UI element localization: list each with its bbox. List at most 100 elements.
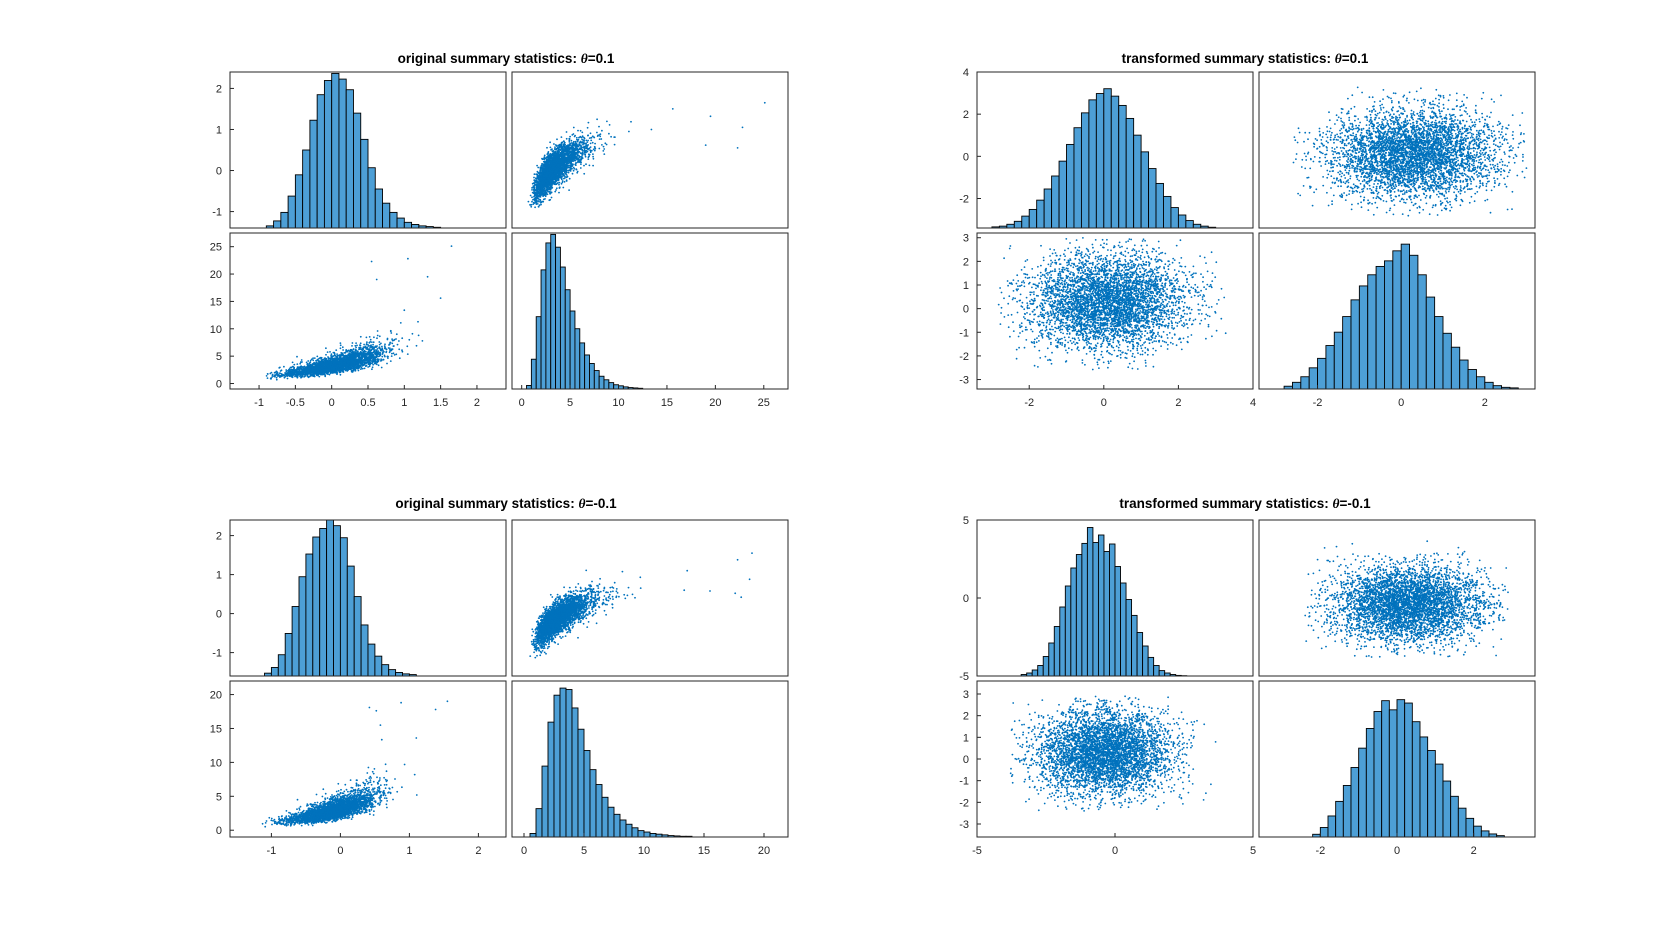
scatter-point bbox=[565, 149, 568, 151]
scatter-point bbox=[538, 172, 541, 175]
scatter-point bbox=[401, 337, 404, 340]
scatter-point bbox=[558, 191, 560, 194]
scatter-point bbox=[583, 146, 586, 149]
scatter-point bbox=[538, 175, 541, 178]
scatter-point bbox=[590, 149, 593, 152]
scatter-point bbox=[547, 161, 550, 164]
scatter-point bbox=[559, 154, 562, 156]
scatter-point bbox=[554, 167, 556, 170]
scatter-point bbox=[401, 350, 404, 353]
scatter-point bbox=[535, 196, 537, 199]
scatter-point bbox=[270, 377, 272, 380]
scatter-point bbox=[540, 179, 543, 182]
scatter-point bbox=[581, 131, 584, 134]
scatter-point bbox=[557, 171, 560, 174]
scatter-point bbox=[554, 153, 557, 155]
scatter-point bbox=[549, 170, 552, 173]
scatter-point bbox=[552, 166, 554, 169]
scatter-point bbox=[378, 335, 381, 338]
scatter-point bbox=[265, 375, 268, 377]
scatter-point bbox=[552, 162, 555, 165]
scatter-point bbox=[545, 192, 548, 195]
scatter-point bbox=[578, 156, 581, 159]
scatter-point bbox=[535, 187, 538, 190]
scatter-point bbox=[565, 131, 568, 133]
scatter-point bbox=[312, 357, 314, 359]
scatter-point bbox=[561, 153, 564, 156]
scatter-point bbox=[575, 136, 578, 139]
scatter-point bbox=[550, 196, 553, 199]
hist-bar bbox=[389, 211, 398, 229]
scatter-point bbox=[541, 158, 544, 161]
scatter-point bbox=[558, 145, 561, 147]
y-tick-label: 0 bbox=[216, 166, 222, 178]
scatter-point bbox=[563, 155, 566, 158]
hist-bar bbox=[353, 112, 362, 229]
scatter-point bbox=[365, 336, 368, 339]
hist-bar bbox=[309, 119, 318, 229]
scatter-point bbox=[555, 158, 558, 161]
scatter-point bbox=[553, 151, 556, 154]
scatter-point bbox=[388, 343, 391, 346]
scatter-point bbox=[572, 169, 575, 172]
scatter-point bbox=[553, 158, 556, 161]
scatter-point bbox=[371, 366, 374, 369]
scatter-point bbox=[586, 144, 589, 147]
scatter-point bbox=[355, 342, 357, 344]
scatter-point bbox=[531, 196, 533, 199]
scatter-point bbox=[551, 174, 554, 177]
scatter-point bbox=[602, 145, 605, 148]
scatter-point bbox=[578, 136, 580, 139]
scatter-point bbox=[321, 358, 324, 361]
scatter-point bbox=[527, 200, 530, 203]
scatter-point bbox=[587, 148, 590, 150]
scatter-point bbox=[572, 146, 574, 149]
scatter-point bbox=[398, 348, 401, 351]
scatter-point bbox=[568, 189, 570, 192]
scatter-point bbox=[579, 167, 582, 169]
scatter-point bbox=[533, 186, 536, 189]
hist-bar bbox=[403, 221, 413, 229]
y-tick-label: 1 bbox=[216, 124, 222, 136]
scatter-point bbox=[530, 205, 533, 208]
scatter-point bbox=[539, 198, 542, 201]
scatter-point bbox=[329, 351, 331, 353]
scatter-point bbox=[552, 168, 555, 171]
scatter-point bbox=[574, 156, 577, 159]
scatter-point bbox=[709, 115, 712, 118]
scatter-point bbox=[555, 165, 558, 168]
scatter-point bbox=[339, 344, 342, 347]
scatter-point bbox=[561, 160, 563, 163]
scatter-point bbox=[584, 155, 587, 158]
scatter-point bbox=[592, 157, 595, 160]
scatter-point bbox=[537, 197, 539, 200]
scatter-point bbox=[548, 171, 550, 174]
hist-bar bbox=[360, 138, 369, 229]
scatter-point bbox=[592, 153, 594, 156]
scatter-point bbox=[307, 360, 310, 362]
scatter-point bbox=[540, 184, 543, 187]
y-tick-label: 2 bbox=[216, 83, 222, 95]
scatter-point bbox=[531, 191, 534, 194]
scatter-point bbox=[569, 135, 571, 138]
scatter-point bbox=[330, 353, 333, 356]
scatter-point bbox=[575, 162, 577, 165]
scatter-point bbox=[593, 136, 596, 139]
scatter-point bbox=[576, 157, 578, 160]
scatter-point bbox=[554, 190, 557, 193]
scatter-point bbox=[546, 188, 549, 191]
scatter-point bbox=[577, 129, 579, 132]
scatter-point bbox=[535, 173, 538, 176]
scatter-point bbox=[551, 185, 553, 187]
scatter-point bbox=[543, 182, 545, 185]
scatter-point bbox=[571, 172, 574, 175]
scatter-point bbox=[559, 159, 561, 162]
scatter-point bbox=[370, 341, 373, 343]
scatter-point bbox=[583, 164, 585, 167]
scatter-point bbox=[548, 168, 551, 171]
scatter-point bbox=[565, 167, 568, 170]
scatter-point bbox=[557, 159, 560, 162]
scatter-point bbox=[593, 145, 596, 148]
y-tick-label: -1 bbox=[212, 207, 222, 219]
